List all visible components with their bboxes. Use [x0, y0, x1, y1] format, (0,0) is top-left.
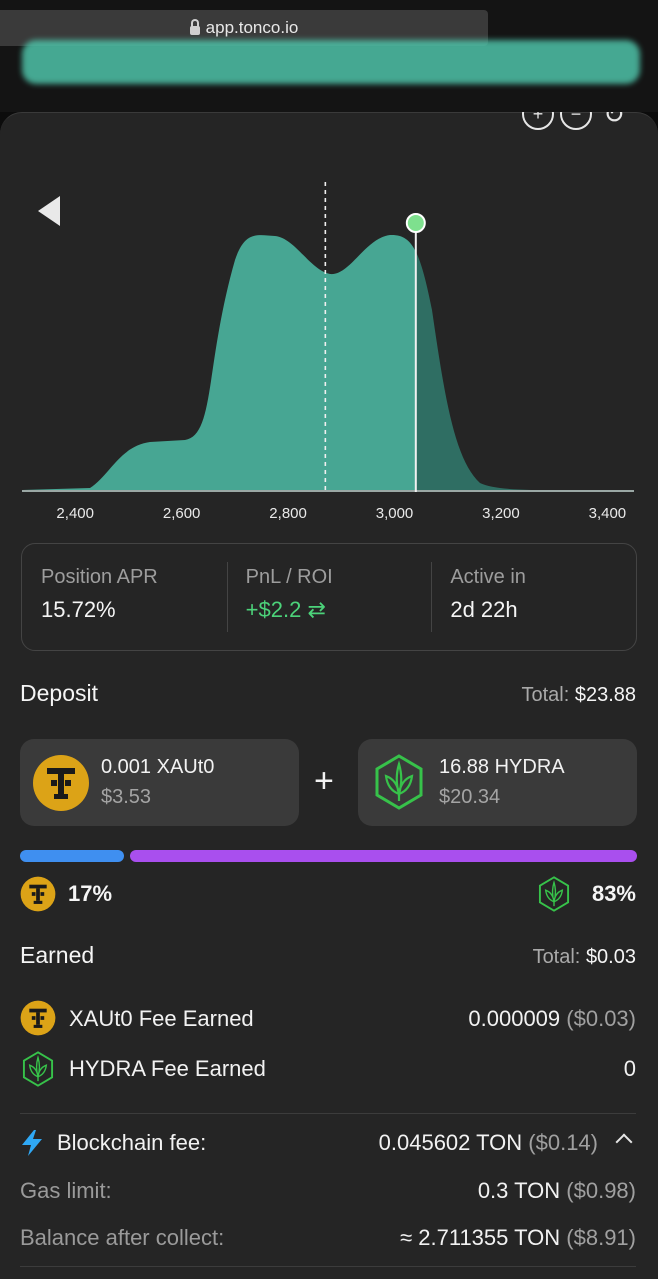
zoom-in-icon[interactable]: + [522, 112, 554, 130]
range-upper-handle[interactable] [405, 213, 426, 233]
gas-limit-label: Gas limit: [20, 1178, 112, 1203]
liquidity-distribution-area [22, 234, 416, 492]
balance-after-value: ≈ 2.711355 TON ($8.91) [400, 1225, 636, 1251]
lightning-icon [22, 1130, 42, 1156]
liquidity-chart-svg [22, 182, 634, 492]
blockchain-fee-usd: ($0.14) [528, 1130, 598, 1155]
ratio-hydra-pct: 83% [591, 881, 636, 906]
section-divider [20, 1113, 636, 1114]
xaut0-fee-value: 0.000009 ($0.03) [468, 1006, 636, 1032]
balance-after-row: Balance after collect: ≈ 2.711355 TON ($… [20, 1225, 636, 1255]
blockchain-fee-amount: 0.045602 TON [378, 1130, 523, 1155]
blockchain-fee-label: Blockchain fee: [57, 1130, 207, 1155]
hydra-fee-row: HYDRA Fee Earned 0 [20, 1050, 636, 1090]
hydra-fee-label: HYDRA Fee Earned [69, 1056, 266, 1081]
blurred-action-button[interactable] [22, 40, 640, 84]
xaut0-usd: $3.53 [101, 786, 152, 808]
lock-icon [189, 18, 200, 35]
blockchain-fee-value: 0.045602 TON ($0.14) [379, 1130, 598, 1156]
hydra-amount: 16.88 HYDRA [439, 756, 565, 778]
browser-top: app.tonco.io [0, 0, 658, 112]
earned-total-value: $0.03 [585, 946, 636, 968]
xaut0-fee-label: XAUt0 Fee Earned [69, 1006, 254, 1031]
pnl-value[interactable]: +$2.2 ⇄ [245, 597, 326, 622]
balance-after-amount: ≈ 2.711355 TON [400, 1225, 561, 1250]
xaut0-fee-amount: 0.000009 [468, 1006, 561, 1031]
token-card-hydra: 16.88 HYDRA $20.34 [358, 739, 637, 826]
xaut0-fee-row: XAUt0 Fee Earned 0.000009 ($0.03) [20, 1000, 636, 1040]
zoom-out-icon[interactable]: − [560, 112, 592, 130]
apr-value: 15.72% [41, 597, 116, 622]
pnl-label: PnL / ROI [245, 566, 333, 588]
liquidity-distribution-area-outside [415, 251, 634, 492]
plus-icon: + [314, 762, 334, 800]
gas-limit-value: 0.3 TON ($0.98) [478, 1178, 636, 1204]
url-text: app.tonco.io [205, 18, 299, 37]
xaut0-icon [20, 876, 56, 912]
token-card-xaut0: 0.001 XAUt0 $3.53 [20, 739, 299, 826]
gas-limit-row: Gas limit: 0.3 TON ($0.98) [20, 1178, 636, 1208]
x-tick-label: 3,000 [375, 505, 414, 522]
active-label: Active in [450, 566, 526, 588]
hydra-usd: $20.34 [439, 786, 501, 808]
gas-limit-amount: 0.3 TON [477, 1178, 561, 1203]
ratio-xaut0-pct: 17% [68, 881, 113, 906]
back-arrow-icon[interactable] [38, 196, 60, 226]
deposit-title: Deposit [20, 680, 98, 706]
ratio-bar-xaut0 [20, 850, 124, 862]
x-tick-label: 2,400 [56, 505, 94, 522]
hydra-icon [22, 1051, 54, 1087]
xaut0-icon [20, 1000, 56, 1036]
stat-active: Active in 2d 22h [431, 544, 636, 650]
gas-limit-usd: ($0.98) [566, 1178, 636, 1203]
bottom-divider [20, 1266, 636, 1267]
stat-pnl[interactable]: PnL / ROI +$2.2 ⇄ [226, 544, 432, 650]
blockchain-fee-row[interactable]: Blockchain fee: 0.045602 TON ($0.14) [20, 1130, 636, 1160]
earned-total: Total: $0.03 [533, 946, 636, 969]
liquidity-chart [0, 170, 658, 530]
reset-zoom-icon[interactable]: ↻ [603, 112, 625, 129]
chart-zoom-controls: + − ↻ [522, 112, 630, 144]
stat-apr: Position APR 15.72% [22, 544, 227, 650]
hydra-icon [375, 754, 423, 810]
deposit-total-label: Total: [521, 684, 570, 706]
earned-total-label: Total: [532, 946, 581, 968]
x-tick-label: 3,200 [482, 505, 520, 522]
deposit-total-value: $23.88 [574, 684, 636, 706]
xaut0-icon [33, 755, 89, 811]
chevron-up-icon[interactable] [615, 1133, 633, 1151]
hydra-icon [538, 876, 570, 912]
active-value: 2d 22h [450, 597, 518, 622]
x-tick-label: 2,800 [269, 505, 307, 522]
ratio-bar-hydra [130, 850, 637, 862]
deposit-total: Total: $23.88 [521, 684, 636, 707]
xaut0-fee-usd: ($0.03) [566, 1006, 636, 1031]
balance-after-usd: ($8.91) [566, 1225, 636, 1250]
xaut0-amount: 0.001 XAUt0 [101, 756, 215, 778]
x-tick-label: 3,400 [588, 505, 627, 522]
earned-title: Earned [20, 942, 95, 968]
position-stats-card: Position APR 15.72% PnL / ROI +$2.2 ⇄ Ac… [21, 543, 637, 651]
balance-after-label: Balance after collect: [20, 1225, 225, 1250]
apr-label: Position APR [41, 566, 158, 588]
x-tick-label: 2,600 [162, 505, 201, 522]
hydra-fee-value: 0 [623, 1056, 636, 1081]
